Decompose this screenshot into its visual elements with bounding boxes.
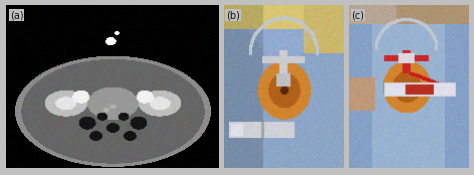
Text: (a): (a) — [10, 10, 24, 20]
Text: (c): (c) — [351, 10, 364, 20]
Text: (b): (b) — [226, 10, 240, 20]
